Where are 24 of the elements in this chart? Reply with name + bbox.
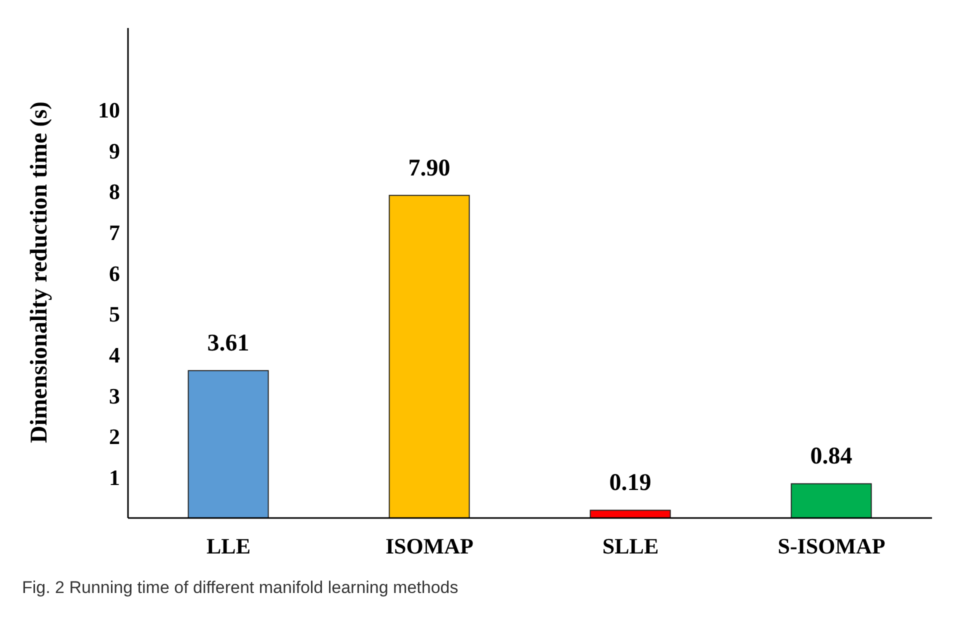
y-tick-label: 5 [109,302,120,327]
y-tick-label: 9 [109,138,120,164]
data-label: 3.61 [207,330,250,357]
y-tick-label: 3 [109,383,120,408]
data-label: 0.19 [609,470,652,496]
x-tick-label: S-ISOMAP [778,534,886,559]
bar [188,370,269,518]
y-tick-label: 2 [109,424,120,450]
y-tick-label: 4 [109,342,120,368]
x-tick-label: LLE [206,534,251,559]
bar [590,510,671,518]
y-tick-label: 8 [109,179,120,204]
data-label: 0.84 [810,444,852,470]
y-axis-title: Dimensionality reduction time (s) [26,101,53,443]
y-tick-label: 10 [98,97,120,122]
caption: Fig. 2 Running time of different manifold learning methods [22,578,460,598]
y-tick-label: 1 [109,464,120,490]
bar [388,194,470,518]
x-tick-label: ISOMAP [386,534,474,559]
y-tick-label: 7 [109,220,120,245]
x-tick-label: SLLE [602,534,659,559]
y-tick-label: 6 [109,260,120,286]
data-label: 7.90 [408,155,450,182]
bar [790,483,872,518]
